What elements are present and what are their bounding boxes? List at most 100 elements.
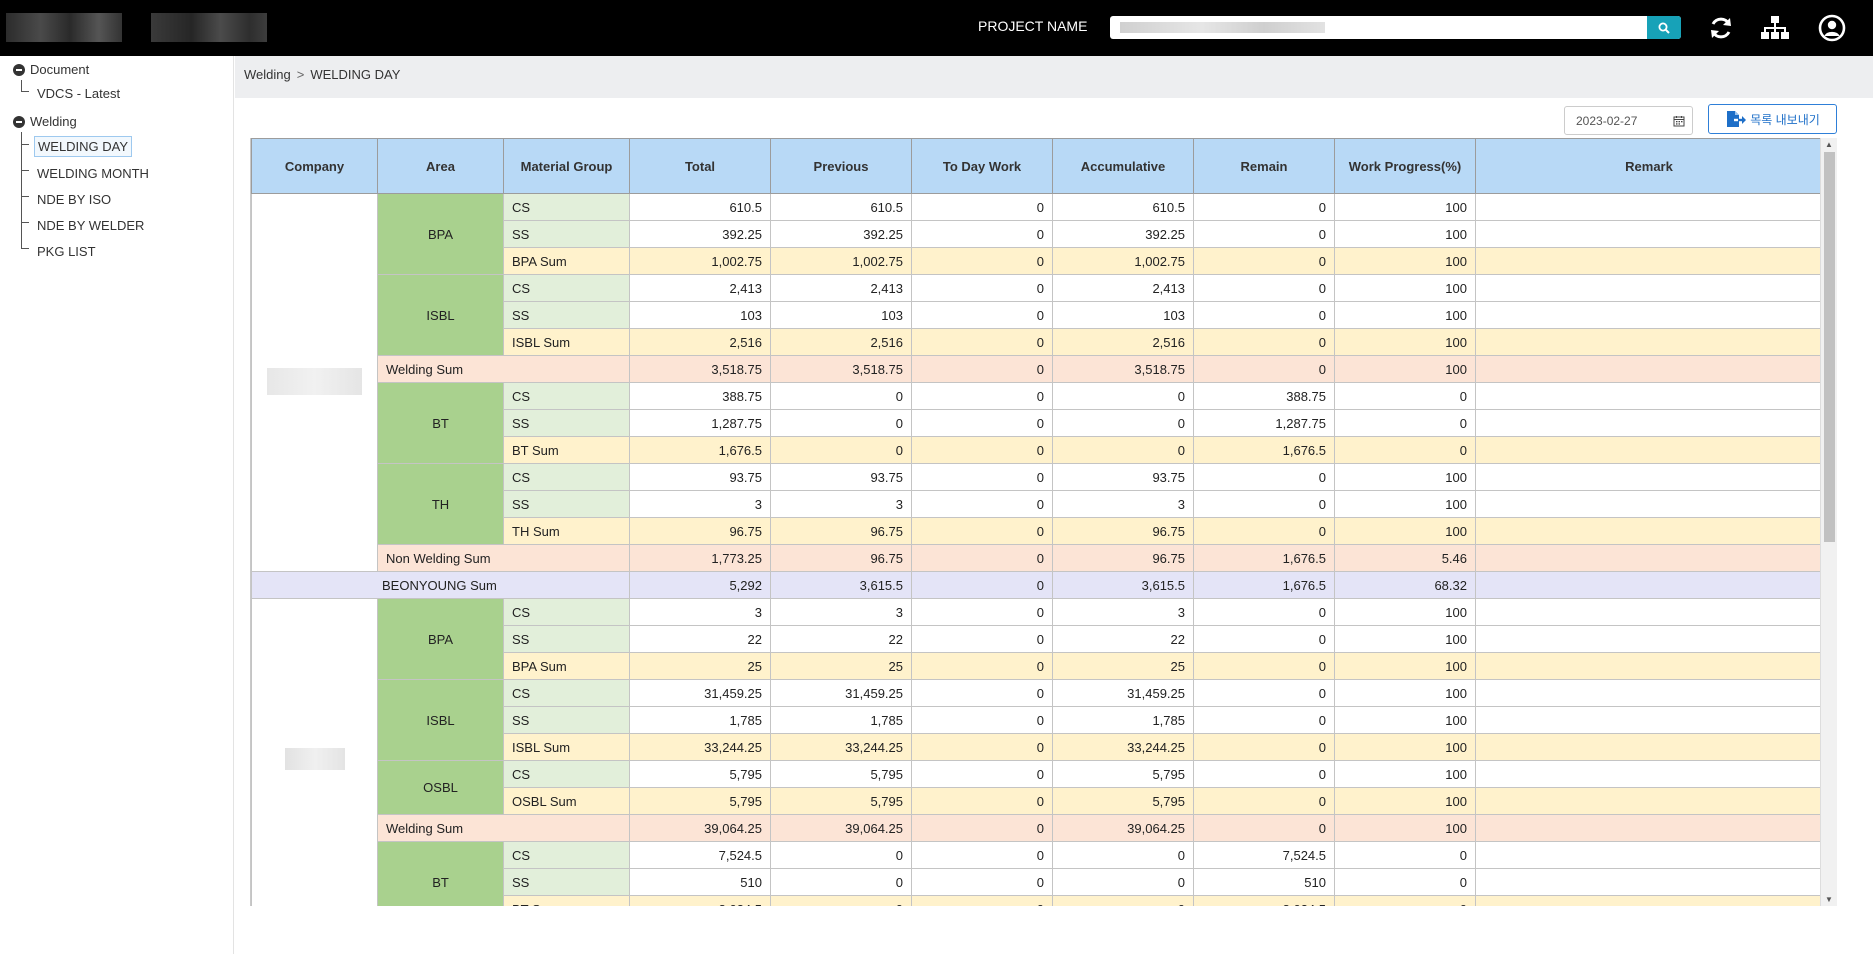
table-row-area-sum[interactable]: TH Sum 96.75 96.75 0 96.75 0 100 [252, 517, 1820, 545]
accumulative-cell: 103 [1052, 301, 1194, 329]
tree-group-document[interactable]: Document [13, 62, 89, 77]
table-row-welding-sum[interactable]: Welding Sum 3,518.75 3,518.75 0 3,518.75… [252, 355, 1820, 383]
collapse-icon[interactable] [13, 115, 25, 128]
scroll-down-icon[interactable]: ▼ [1825, 895, 1833, 904]
previous-cell: 5,795 [770, 787, 912, 815]
accumulative-cell: 0 [1052, 895, 1194, 906]
today-work-cell: 0 [911, 463, 1053, 491]
calendar-icon[interactable] [1673, 115, 1685, 127]
total-cell: 33,244.25 [629, 733, 771, 761]
today-work-cell: 0 [911, 355, 1053, 383]
scroll-up-icon[interactable]: ▲ [1825, 140, 1833, 149]
today-work-cell: 0 [911, 328, 1053, 356]
refresh-icon[interactable] [1704, 11, 1738, 45]
sidebar-item-welding-month[interactable]: WELDING MONTH [37, 166, 149, 181]
total-cell: 1,676.5 [629, 436, 771, 464]
table-row[interactable]: SS 103 103 0 103 0 100 [252, 301, 1820, 329]
date-picker[interactable]: 2023-02-27 [1564, 106, 1693, 135]
today-work-cell: 0 [911, 598, 1053, 626]
user-icon[interactable] [1815, 11, 1849, 45]
welding-day-grid: Company Area Material Group Total Previo… [250, 138, 1820, 906]
accumulative-cell: 96.75 [1052, 544, 1194, 572]
remark-cell [1475, 868, 1820, 896]
export-list-button[interactable]: 목록 내보내기 [1708, 104, 1837, 134]
column-header[interactable]: Material Group [503, 138, 630, 194]
total-cell: 2,516 [629, 328, 771, 356]
column-header[interactable]: Remain [1193, 138, 1335, 194]
table-row-non-welding-sum[interactable]: Non Welding Sum 1,773.25 96.75 0 96.75 1… [252, 544, 1820, 572]
table-row[interactable]: BPA CS 3 3 0 3 0 100 [251, 598, 1820, 906]
table-row-welding-sum[interactable]: Welding Sum 39,064.25 39,064.25 0 39,064… [252, 814, 1820, 842]
remark-cell [1475, 652, 1820, 680]
breadcrumb-parent[interactable]: Welding [244, 67, 291, 82]
remain-cell: 0 [1193, 787, 1335, 815]
accumulative-cell: 31,459.25 [1052, 679, 1194, 707]
table-row[interactable]: ISBL CS 2,413 2,413 0 2,413 0 100 [252, 274, 1820, 356]
table-row-area-sum[interactable]: ISBL Sum 2,516 2,516 0 2,516 0 100 [252, 328, 1820, 356]
table-row[interactable]: ISBL CS 31,459.25 31,459.25 0 31,459.25 … [252, 679, 1820, 761]
collapse-icon[interactable] [13, 63, 25, 76]
remain-cell: 0 [1193, 517, 1335, 545]
search-input[interactable] [1110, 16, 1647, 39]
table-row-company-sum[interactable]: BEONYOUNG Sum 5,292 3,615.5 0 3,615.5 1,… [251, 571, 1820, 599]
logo[interactable] [6, 13, 122, 42]
table-row[interactable]: SS 22 22 0 22 0 100 [252, 625, 1820, 653]
column-header[interactable]: Company [251, 138, 378, 194]
previous-cell: 5,795 [770, 760, 912, 788]
progress-cell: 0 [1334, 382, 1476, 410]
today-work-cell: 0 [911, 220, 1053, 248]
material-cell: OSBL Sum [503, 787, 630, 815]
column-header[interactable]: Remark [1475, 138, 1820, 194]
table-row[interactable]: SS 3 3 0 3 0 100 [252, 490, 1820, 518]
sidebar-item-nde-by-welder[interactable]: NDE BY WELDER [37, 218, 145, 233]
search-box [1110, 16, 1681, 39]
sidebar-item-nde-by-iso[interactable]: NDE BY ISO [37, 192, 112, 207]
logo-secondary [151, 13, 267, 42]
material-cell: SS [503, 220, 630, 248]
sitemap-icon[interactable] [1758, 11, 1792, 45]
remark-cell [1475, 193, 1820, 221]
column-header[interactable]: To Day Work [911, 138, 1053, 194]
previous-cell: 93.75 [770, 463, 912, 491]
table-row-area-sum[interactable]: BT Sum 1,676.5 0 0 0 1,676.5 0 [252, 436, 1820, 464]
sidebar-item-vdcs-latest[interactable]: VDCS - Latest [37, 86, 121, 101]
today-work-cell: 0 [911, 247, 1053, 275]
accumulative-cell: 1,785 [1052, 706, 1194, 734]
table-row[interactable]: BT CS 7,524.5 0 0 0 7,524.5 0 [252, 841, 1820, 906]
progress-cell: 100 [1334, 706, 1476, 734]
remark-cell [1475, 598, 1820, 626]
total-cell: 5,795 [629, 760, 771, 788]
table-row[interactable]: BPA CS 610.5 610.5 0 610.5 0 100 [251, 193, 1820, 572]
table-row-area-sum[interactable]: BT Sum 8,034.5 0 0 0 8,034.5 0 [252, 895, 1820, 906]
column-header[interactable]: Work Progress(%) [1334, 138, 1476, 194]
scroll-thumb[interactable] [1824, 152, 1835, 542]
search-button[interactable] [1647, 16, 1681, 39]
previous-cell: 3 [770, 598, 912, 626]
sidebar-item-pkg-list[interactable]: PKG LIST [37, 244, 96, 259]
table-row-area-sum[interactable]: BPA Sum 25 25 0 25 0 100 [252, 652, 1820, 680]
remain-cell: 0 [1193, 598, 1335, 626]
table-row[interactable]: OSBL CS 5,795 5,795 0 5,795 0 100 [252, 760, 1820, 815]
remain-cell: 0 [1193, 274, 1335, 302]
table-row[interactable]: TH CS 93.75 93.75 0 93.75 0 100 [252, 463, 1820, 545]
total-cell: 510 [629, 868, 771, 896]
previous-cell: 0 [770, 868, 912, 896]
column-header[interactable]: Accumulative [1052, 138, 1194, 194]
column-header[interactable]: Total [629, 138, 771, 194]
table-row[interactable]: SS 510 0 0 0 510 0 [252, 868, 1820, 896]
column-header[interactable]: Previous [770, 138, 912, 194]
area-cell: BT [377, 841, 504, 906]
sidebar-item-welding-day[interactable]: WELDING DAY [34, 136, 133, 157]
material-cell: SS [503, 868, 630, 896]
remark-cell [1475, 760, 1820, 788]
column-header[interactable]: Area [377, 138, 504, 194]
today-work-cell: 0 [911, 868, 1053, 896]
tree-group-welding[interactable]: Welding [13, 114, 77, 129]
material-cell: CS [503, 274, 630, 302]
table-row[interactable]: BT CS 388.75 0 0 0 388.75 0 [252, 382, 1820, 464]
table-row-area-sum[interactable]: ISBL Sum 33,244.25 33,244.25 0 33,244.25… [252, 733, 1820, 761]
material-cell: SS [503, 301, 630, 329]
table-row-area-sum[interactable]: BPA Sum 1,002.75 1,002.75 0 1,002.75 0 1… [252, 247, 1820, 275]
remain-cell: 7,524.5 [1193, 841, 1335, 869]
vertical-scrollbar[interactable]: ▲ ▼ [1820, 138, 1837, 906]
